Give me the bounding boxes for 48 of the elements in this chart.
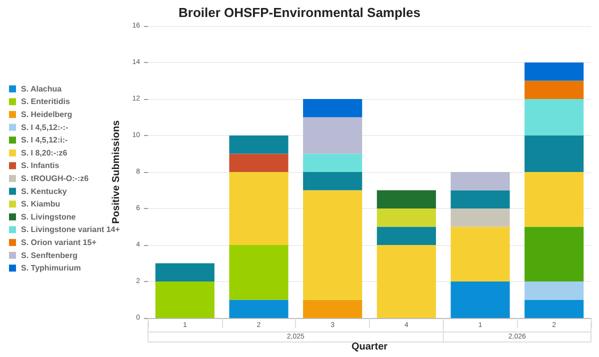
bar [524,62,584,81]
bar [229,172,288,245]
legend-label: S. I 8,20:-:z6 [21,148,68,158]
legend-label: S. Livingstone [21,212,76,222]
bar [303,117,362,154]
bar [450,172,510,190]
bar [524,99,584,136]
legend-label: S. tROUGH-O:-:z6 [21,174,90,183]
bar [450,226,510,282]
bar [524,226,584,282]
legend-label: S. Senftenberg [21,250,78,260]
bar [450,282,510,318]
legend-label: S. Typhimurium [21,264,81,273]
y-axis-title: Positive Submissions [110,120,122,224]
legend-label: S. Enteritidis [21,97,70,106]
bar [524,172,584,227]
bar [524,136,584,172]
bar [303,300,362,318]
bar [524,282,584,300]
bar [229,300,288,318]
bar [155,282,214,318]
legend-label: S. I 4,5,12:i:- [21,136,68,145]
chart-title: Broiler OHSFP-Environmental Samples [178,5,421,20]
bar [303,99,362,118]
x-axis-title: Quarter [351,342,388,352]
bar [303,154,362,172]
legend-label: S. Orion variant 15+ [21,238,97,247]
bar [376,245,436,318]
bar [303,190,362,300]
legend-label: S. Infantis [21,161,60,170]
bar [524,300,584,318]
legend-label: S. Alachua [21,84,62,94]
legend-label: S. Heidelberg [21,110,72,119]
legend-label: S. Kiambu [21,200,60,209]
bar [376,190,436,208]
bar [155,263,214,282]
bar [450,208,510,227]
bar [229,154,288,172]
bar [450,190,510,208]
bar [376,226,436,245]
bar [524,80,584,99]
bar [376,208,436,227]
legend-label: S. I 4,5,12:-:- [21,122,68,132]
bar [229,136,288,154]
bar [229,245,288,300]
legend-label: S. Livingstone variant 14+ [21,225,120,234]
bar [303,172,362,190]
legend-label: S. Kentucky [21,186,68,196]
